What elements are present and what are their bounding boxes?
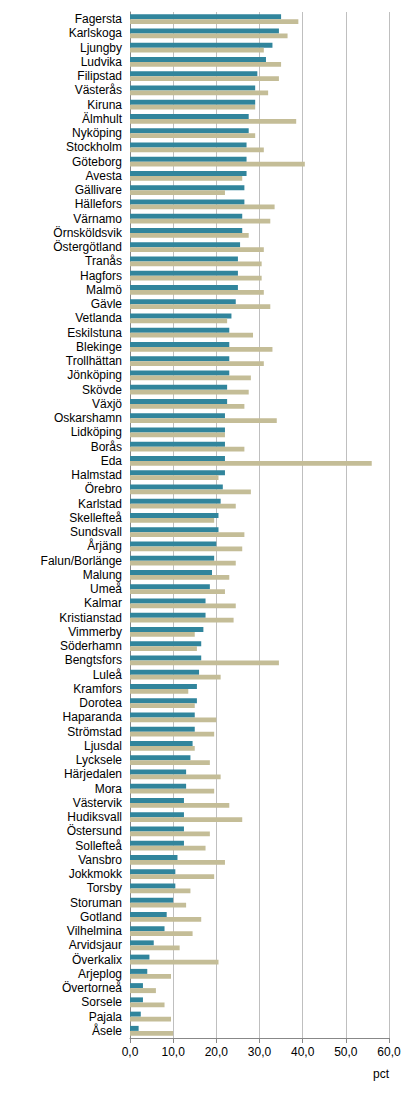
svg-text:60,0: 60,0 <box>377 1045 401 1059</box>
svg-text:Ludvika: Ludvika <box>81 55 123 69</box>
svg-text:Skövde: Skövde <box>82 383 122 397</box>
svg-text:Jokkmokk: Jokkmokk <box>69 867 123 881</box>
svg-text:Västervik: Västervik <box>73 796 123 810</box>
svg-text:Oskarshamn: Oskarshamn <box>54 411 122 425</box>
svg-text:Luleå: Luleå <box>93 668 123 682</box>
svg-text:Hällefors: Hällefors <box>75 197 122 211</box>
svg-text:Vansbro: Vansbro <box>78 853 122 867</box>
svg-text:Älmhult: Älmhult <box>82 112 123 126</box>
svg-text:Göteborg: Göteborg <box>72 155 122 169</box>
svg-text:Eda: Eda <box>101 454 123 468</box>
svg-text:40,0: 40,0 <box>291 1045 315 1059</box>
svg-text:Ljusdal: Ljusdal <box>84 739 122 753</box>
svg-text:Östersund: Östersund <box>67 824 122 838</box>
svg-text:Borås: Borås <box>91 440 122 454</box>
svg-text:Nyköping: Nyköping <box>72 126 122 140</box>
svg-text:Fagersta: Fagersta <box>75 12 123 26</box>
svg-text:50,0: 50,0 <box>334 1045 358 1059</box>
svg-text:Kalmar: Kalmar <box>84 596 122 610</box>
svg-text:10,0: 10,0 <box>161 1045 185 1059</box>
svg-text:Kristianstad: Kristianstad <box>59 611 122 625</box>
svg-text:Lidköping: Lidköping <box>71 425 122 439</box>
svg-text:Hagfors: Hagfors <box>80 269 122 283</box>
svg-text:Dorotea: Dorotea <box>79 696 122 710</box>
svg-text:Vetlanda: Vetlanda <box>75 311 122 325</box>
svg-text:Örebro: Örebro <box>85 482 123 496</box>
svg-text:Karlskoga: Karlskoga <box>69 26 123 40</box>
svg-text:Vilhelmina: Vilhelmina <box>67 924 122 938</box>
svg-text:Pajala: Pajala <box>89 1010 123 1024</box>
svg-text:Åsele: Åsele <box>92 1023 122 1038</box>
svg-text:Örnsköldsvik: Örnsköldsvik <box>53 226 123 240</box>
svg-text:Karlstad: Karlstad <box>78 497 122 511</box>
svg-text:20,0: 20,0 <box>205 1045 229 1059</box>
svg-text:Haparanda: Haparanda <box>63 710 123 724</box>
svg-text:Falun/Borlänge: Falun/Borlänge <box>41 554 123 568</box>
svg-text:Skellefteå: Skellefteå <box>69 511 122 525</box>
svg-text:Blekinge: Blekinge <box>76 340 122 354</box>
svg-text:0,0: 0,0 <box>122 1045 139 1059</box>
svg-text:Årjäng: Årjäng <box>87 538 122 553</box>
svg-text:Malmö: Malmö <box>86 283 122 297</box>
svg-text:Lycksele: Lycksele <box>76 753 123 767</box>
svg-text:Malung: Malung <box>83 568 122 582</box>
svg-text:Östergötland: Östergötland <box>53 240 122 254</box>
svg-text:Gävle: Gävle <box>91 297 123 311</box>
svg-text:Söderhamn: Söderhamn <box>60 639 122 653</box>
svg-text:Umeå: Umeå <box>90 582 122 596</box>
svg-text:Sorsele: Sorsele <box>81 995 122 1009</box>
svg-text:Arvidsjaur: Arvidsjaur <box>69 938 122 952</box>
svg-text:pct: pct <box>373 1067 390 1081</box>
svg-text:Mora: Mora <box>95 782 123 796</box>
svg-text:Värnamo: Värnamo <box>73 212 122 226</box>
svg-text:Avesta: Avesta <box>86 169 123 183</box>
svg-text:Kramfors: Kramfors <box>73 682 122 696</box>
svg-text:Halmstad: Halmstad <box>71 468 122 482</box>
svg-text:Gällivare: Gällivare <box>75 183 123 197</box>
svg-text:Arjeplog: Arjeplog <box>78 967 122 981</box>
svg-text:Härjedalen: Härjedalen <box>64 767 122 781</box>
svg-text:Filipstad: Filipstad <box>77 69 122 83</box>
svg-text:Jönköping: Jönköping <box>67 368 122 382</box>
svg-text:Strömstad: Strömstad <box>67 725 122 739</box>
svg-text:Vimmerby: Vimmerby <box>68 625 122 639</box>
svg-text:Övertorneå: Övertorneå <box>62 981 122 995</box>
svg-text:Hudiksvall: Hudiksvall <box>67 810 122 824</box>
svg-text:Storuman: Storuman <box>70 896 122 910</box>
svg-text:Överkalix: Överkalix <box>72 953 122 967</box>
svg-text:Stockholm: Stockholm <box>66 140 122 154</box>
svg-text:Kiruna: Kiruna <box>87 98 122 112</box>
svg-text:Ljungby: Ljungby <box>80 41 122 55</box>
svg-text:Gotland: Gotland <box>80 910 122 924</box>
svg-text:Trollhättan: Trollhättan <box>66 354 122 368</box>
svg-text:Västerås: Västerås <box>75 83 122 97</box>
svg-text:Tranås: Tranås <box>85 254 122 268</box>
svg-text:30,0: 30,0 <box>248 1045 272 1059</box>
svg-text:Torsby: Torsby <box>87 881 122 895</box>
svg-text:Sollefteå: Sollefteå <box>75 839 122 853</box>
svg-text:Växjö: Växjö <box>92 397 122 411</box>
svg-text:Eskilstuna: Eskilstuna <box>67 326 122 340</box>
svg-text:Bengtsfors: Bengtsfors <box>65 653 122 667</box>
svg-text:Sundsvall: Sundsvall <box>70 525 122 539</box>
